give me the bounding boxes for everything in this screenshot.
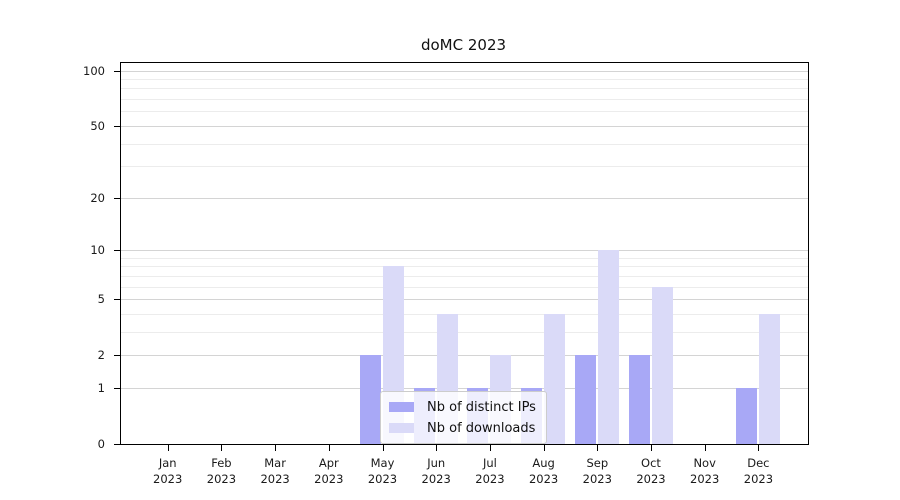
bar-nb-of-distinct-ips-may-2023 — [360, 355, 381, 444]
bar-nb-of-downloads-aug-2023 — [544, 313, 566, 444]
bar-nb-of-distinct-ips-sep-2023 — [574, 355, 596, 444]
gridline-minor — [121, 331, 808, 333]
gridline-minor — [121, 286, 808, 288]
gridline-major — [121, 125, 808, 127]
gridline-major — [121, 249, 808, 251]
y-tick-label: 100 — [83, 63, 105, 78]
x-tick — [758, 444, 760, 451]
gridline-minor — [121, 275, 808, 277]
plot-area: 0 1 2 5 10 20 50 100 Jan 2023 Feb 2023 Mar 2023 Apr 202… — [83, 62, 809, 486]
y-tick — [114, 125, 121, 127]
x-tick-label-jul-2023: Jul 2023 — [475, 456, 505, 486]
y-tick-label: 50 — [90, 118, 105, 133]
y-tick — [114, 197, 121, 199]
chart-title: doMC 2023 — [420, 36, 507, 54]
y-tick-label: 20 — [90, 190, 105, 205]
gridline-minor — [121, 143, 808, 145]
legend-entry-nb-of-distinct-ips: Nb of distinct IPs — [389, 398, 536, 416]
x-tick-label-oct-2023: Oct 2023 — [636, 456, 666, 486]
x-tick — [382, 444, 384, 451]
gridline-minor — [121, 313, 808, 315]
x-tick-label-sep-2023: Sep 2023 — [582, 456, 612, 486]
x-tick-label-apr-2023: Apr 2023 — [314, 456, 344, 486]
bar-nb-of-downloads-oct-2023 — [651, 286, 673, 444]
gridline-minor — [121, 78, 808, 80]
y-tick — [114, 355, 121, 357]
y-tick — [114, 444, 121, 445]
y-tick-label: 5 — [97, 292, 105, 306]
y-tick — [114, 70, 121, 72]
x-tick-label-aug-2023: Aug 2023 — [528, 456, 559, 486]
gridline-minor — [121, 99, 808, 100]
x-tick-label-dec-2023: Dec 2023 — [743, 456, 774, 486]
x-tick — [543, 444, 545, 451]
legend-entry-nb-of-downloads: Nb of downloads — [389, 419, 536, 437]
y-tick — [114, 249, 121, 251]
gridline-minor — [121, 257, 808, 259]
gridline-minor — [121, 166, 808, 168]
x-tick — [328, 444, 330, 451]
x-tick-label-jan-2023: Jan 2023 — [153, 456, 183, 486]
gridline-major — [121, 355, 808, 357]
x-tick — [221, 444, 223, 451]
gridline-minor — [121, 88, 808, 90]
gridline-minor — [121, 111, 808, 113]
bar-nb-of-downloads-sep-2023 — [597, 249, 619, 444]
y-tick-label: 2 — [97, 348, 105, 363]
x-tick — [489, 444, 491, 451]
legend-label: Nb of distinct IPs — [427, 399, 536, 415]
y-tick-label: 0 — [97, 437, 105, 451]
gridline-minor — [121, 266, 808, 268]
bar-nb-of-distinct-ips-dec-2023 — [735, 387, 757, 444]
gridline-major — [121, 299, 808, 300]
x-tick — [167, 444, 169, 451]
legend-swatch-nb-of-distinct-ips — [389, 402, 414, 412]
x-tick-label-feb-2023: Feb 2023 — [206, 456, 237, 486]
legend-label: Nb of downloads — [427, 420, 536, 436]
x-tick-label-nov-2023: Nov 2023 — [690, 456, 720, 486]
y-tick-label: 1 — [97, 380, 105, 395]
x-tick — [436, 444, 438, 451]
legend: Nb of distinct IPs Nb of downloads — [380, 391, 547, 444]
x-tick — [275, 444, 277, 451]
gridline-major — [121, 387, 808, 389]
y-tick — [114, 299, 121, 300]
gridline-major — [121, 197, 808, 199]
gridline-major — [121, 70, 808, 72]
x-tick — [597, 444, 599, 451]
x-tick — [651, 444, 652, 451]
x-tick-label-mar-2023: Mar 2023 — [260, 456, 290, 486]
legend-swatch-nb-of-downloads — [389, 423, 414, 433]
x-tick — [704, 444, 706, 451]
bar-nb-of-downloads-dec-2023 — [758, 313, 780, 444]
bar-nb-of-distinct-ips-oct-2023 — [628, 355, 650, 444]
x-tick-label-may-2023: May 2023 — [367, 456, 398, 486]
y-tick-label: 10 — [90, 242, 105, 257]
y-tick — [114, 387, 121, 389]
x-tick-label-jun-2023: Jun 2023 — [421, 456, 451, 486]
